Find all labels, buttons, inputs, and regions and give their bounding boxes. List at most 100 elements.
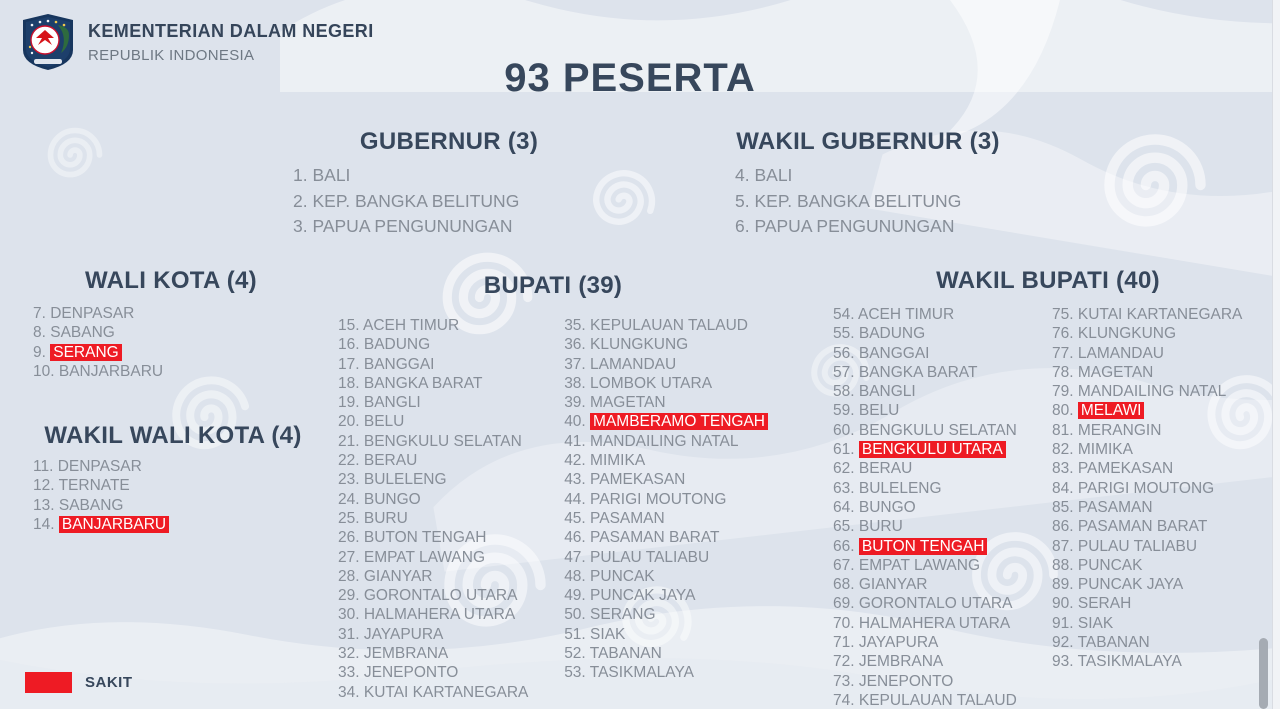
list-item: 12. TERNATE: [33, 476, 169, 495]
list-item: 67. EMPAT LAWANG: [833, 556, 1052, 575]
item-number: 79.: [1052, 383, 1078, 401]
item-number: 64.: [833, 498, 859, 516]
list-item: 11. DENPASAR: [33, 457, 169, 476]
item-number: 88.: [1052, 556, 1078, 574]
item-number: 72.: [833, 653, 859, 671]
region-name: BANJARBARU: [58, 362, 164, 380]
item-number: 51.: [564, 625, 591, 643]
section-title: WAKIL GUBERNUR (3): [736, 128, 1000, 155]
list-item: 93. TASIKMALAYA: [1052, 652, 1242, 671]
item-number: 80.: [1052, 402, 1078, 420]
item-number: 75.: [1052, 306, 1078, 323]
section-bupati: BUPATI (39) 15. ACEH TIMUR 16. BADUNG 17. B…: [338, 271, 768, 702]
region-name: BERAU: [363, 452, 418, 470]
region-name: MIMIKA: [1077, 441, 1133, 459]
item-number: 92.: [1052, 634, 1078, 652]
item-number: 71.: [833, 634, 859, 652]
list-item: 62. BERAU: [833, 459, 1052, 478]
item-number: 49.: [564, 587, 591, 605]
list-item: 66. BUTON TENGAH: [833, 537, 1052, 556]
region-name: TASIKMALAYA: [1077, 653, 1182, 671]
item-number: 69.: [833, 595, 859, 613]
section-wakil-wali-kota: WAKIL WALI KOTA (4) 11. DENPASAR 12. TERNA…: [33, 421, 313, 534]
region-column: 35. KEPULAUAN TALAUD 36. KLUNGKUNG 37. LAM…: [564, 316, 768, 683]
list-item: 56. BANGGAI: [833, 344, 1052, 363]
list-item: 87. PULAU TALIABU: [1052, 537, 1242, 556]
region-name: BUNGO: [363, 490, 421, 508]
list-item: 23. BULELENG: [338, 470, 564, 489]
region-name: SERANG: [590, 606, 656, 624]
region-name: SIAK: [1077, 614, 1114, 632]
ministry-name: KEMENTERIAN DALAM NEGERI: [88, 20, 374, 41]
region-column: 15. ACEH TIMUR 16. BADUNG 17. BANGGAI 18. B…: [338, 316, 564, 702]
list-item: 63. BULELENG: [833, 479, 1052, 498]
list-item: 42. MIMIKA: [564, 451, 768, 470]
item-number: 29.: [338, 587, 364, 605]
region-name-sick: SERANG: [50, 343, 122, 361]
item-number: 82.: [1052, 441, 1078, 459]
item-number: 61.: [833, 441, 859, 459]
list-item: 80. MELAWI: [1052, 401, 1242, 420]
region-name: BULELENG: [858, 479, 942, 497]
list-item: 32. JEMBRANA: [338, 644, 564, 663]
region-name: BANGGAI: [363, 355, 435, 373]
item-number: 68.: [833, 576, 859, 594]
region-name: PASAMAN BARAT: [590, 529, 720, 547]
list-item: 36. KLUNGKUNG: [564, 335, 768, 354]
list-item: 17. BANGGAI: [338, 355, 564, 374]
list-item: 27. EMPAT LAWANG: [338, 548, 564, 567]
region-name: MIMIKA: [590, 452, 646, 470]
list-item: 47. PULAU TALIABU: [564, 548, 768, 567]
section-title: WALI KOTA (4): [85, 267, 257, 294]
region-name: TERNATE: [58, 477, 130, 495]
region-name: BANGGAI: [858, 344, 930, 362]
region-name: PASAMAN BARAT: [1077, 518, 1208, 536]
item-number: 65.: [833, 518, 859, 536]
list-item: 61. BENGKULU UTARA: [833, 440, 1052, 459]
item-number: 16.: [338, 336, 364, 354]
item-number: 30.: [338, 606, 364, 624]
item-number: 83.: [1052, 460, 1078, 478]
list-item: 22. BERAU: [338, 451, 564, 470]
region-name: BURU: [363, 509, 408, 527]
list-item: 20. BELU: [338, 412, 564, 431]
region-name: MANDAILING NATAL: [1077, 383, 1227, 401]
item-number: 57.: [833, 363, 859, 381]
region-name: GORONTALO UTARA: [363, 587, 518, 605]
item-number: 21.: [338, 432, 364, 450]
item-number: 10.: [33, 362, 59, 380]
list-item: 71. JAYAPURA: [833, 633, 1052, 652]
region-name: BUTON TENGAH: [363, 529, 487, 547]
item-number: 2.: [293, 190, 313, 211]
item-number: 7.: [33, 305, 51, 322]
region-name: EMPAT LAWANG: [363, 548, 486, 566]
item-number: 76.: [1052, 325, 1078, 343]
list-item: 19. BANGLI: [338, 393, 564, 412]
region-name: BENGKULU SELATAN: [858, 421, 1017, 439]
region-name: BANGLI: [858, 383, 916, 401]
item-number: 41.: [564, 432, 591, 450]
item-number: 42.: [564, 452, 591, 470]
section-wakil-bupati: WAKIL BUPATI (40) 54. ACEH TIMUR 55. BADUN…: [833, 266, 1263, 709]
item-number: 86.: [1052, 518, 1078, 536]
list-item: 48. PUNCAK: [564, 567, 768, 586]
region-name: PAPUA PENGUNUNGAN: [312, 216, 513, 236]
list-item: 43. PAMEKASAN: [564, 470, 768, 489]
region-name: MANDAILING NATAL: [590, 432, 739, 450]
item-number: 73.: [833, 672, 859, 690]
header: KEMENTERIAN DALAM NEGERI REPUBLIK INDONE…: [20, 13, 374, 71]
region-name: KLUNGKUNG: [590, 336, 689, 354]
region-name: HALMAHERA UTARA: [858, 614, 1011, 632]
list-item: 59. BELU: [833, 401, 1052, 420]
region-name: ACEH TIMUR: [858, 306, 955, 323]
item-number: 43.: [564, 471, 591, 489]
item-number: 67.: [833, 556, 859, 574]
region-column: 1. BALI 2. KEP. BANGKA BELITUNG 3. PAPUA P…: [293, 163, 519, 240]
region-name: GIANYAR: [858, 576, 928, 594]
list-item: 18. BANGKA BARAT: [338, 374, 564, 393]
item-number: 34.: [338, 683, 364, 701]
region-name: PAMEKASAN: [590, 471, 686, 489]
item-number: 19.: [338, 394, 364, 412]
scrollbar-track[interactable]: [1272, 0, 1280, 709]
scrollbar-thumb[interactable]: [1259, 638, 1268, 709]
